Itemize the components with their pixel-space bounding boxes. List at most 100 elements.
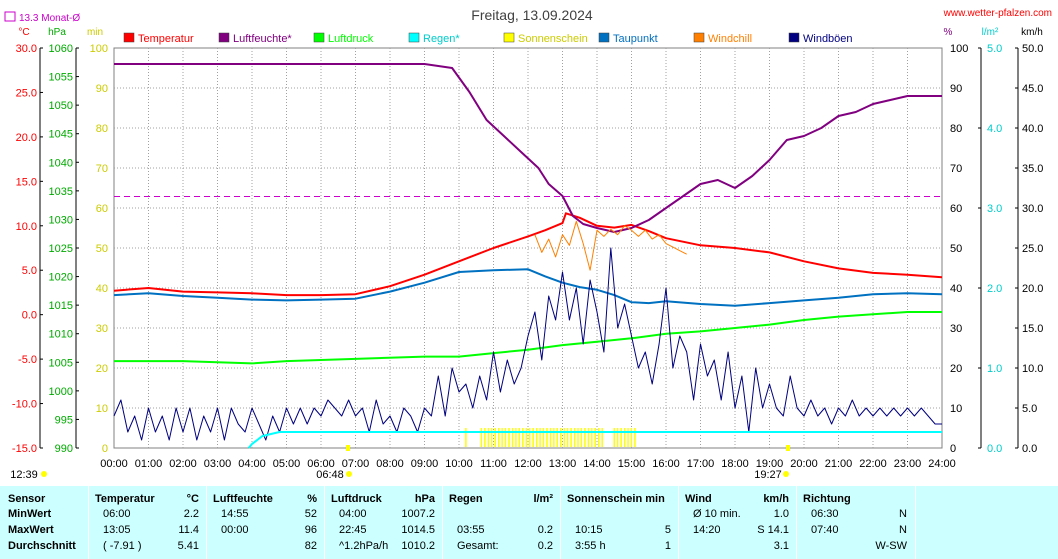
sun-axis-tick-label: 70 bbox=[96, 163, 108, 175]
stats-column-divider bbox=[796, 486, 797, 559]
stats-column-divider bbox=[324, 486, 325, 559]
series-line-luftfeuchte bbox=[114, 63, 942, 233]
sun-axis-tick-label: 50 bbox=[96, 243, 108, 255]
stats-unit: hPa bbox=[414, 493, 435, 505]
legend-swatch bbox=[123, 32, 135, 43]
series-line-regen bbox=[247, 431, 942, 449]
wind-axis-tick-label: 50.0 bbox=[1022, 43, 1043, 55]
humidity-axis-tick-label: 70 bbox=[950, 163, 962, 175]
humidity-axis-tick-label: 20 bbox=[950, 363, 962, 375]
humidity-axis-tick-label: 0 bbox=[950, 443, 956, 455]
stats-column-divider bbox=[678, 486, 679, 559]
source-link: www.wetter-pfalzen.com bbox=[943, 8, 1052, 19]
legend-label: Windböen bbox=[803, 33, 853, 45]
stats-time: Gesamt: bbox=[457, 540, 499, 552]
stats-value: 0.2 bbox=[537, 524, 553, 536]
stats-time: 14:20 bbox=[693, 524, 721, 536]
stats-time: 13:05 bbox=[103, 524, 131, 536]
pressure-axis-tick-label: 995 bbox=[55, 414, 73, 426]
temp-axis-tick-label: 0.0 bbox=[22, 310, 37, 322]
stats-value: 3.1 bbox=[773, 540, 789, 552]
legend-swatch bbox=[693, 32, 705, 43]
x-axis-tick-label: 04:00 bbox=[238, 458, 266, 470]
x-axis-tick-label: 06:00 bbox=[307, 458, 335, 470]
stats-column-divider bbox=[206, 486, 207, 559]
stats-column-divider bbox=[88, 486, 89, 559]
series-line-luftdruck bbox=[114, 311, 942, 365]
series-line-windben bbox=[113, 247, 942, 441]
sunset-marker bbox=[786, 445, 790, 451]
stats-value: 1007.2 bbox=[401, 508, 435, 520]
stats-header: Luftdruck bbox=[331, 493, 382, 505]
sun-axis-tick-label: 40 bbox=[96, 283, 108, 295]
stats-unit: % bbox=[307, 493, 317, 505]
x-axis-tick-label: 02:00 bbox=[169, 458, 197, 470]
stats-value: 11.4 bbox=[178, 524, 199, 536]
stats-header: Wind bbox=[685, 493, 712, 505]
stats-row-label: Durchschnitt bbox=[8, 540, 76, 552]
sunrise-dot bbox=[346, 471, 352, 477]
stats-value: 1014.5 bbox=[401, 524, 435, 536]
pressure-axis-tick-label: 1015 bbox=[49, 300, 73, 312]
month-average-label: 13.3 Monat-Ø bbox=[19, 13, 80, 24]
unit-right: % bbox=[944, 27, 953, 38]
x-axis-tick-label: 11:00 bbox=[480, 458, 507, 470]
stats-unit: °C bbox=[186, 493, 199, 505]
temp-axis-tick-label: 25.0 bbox=[16, 87, 37, 99]
sunrise-marker bbox=[346, 445, 350, 451]
stats-value: 96 bbox=[304, 524, 317, 536]
x-axis-tick-label: 05:00 bbox=[273, 458, 301, 470]
sun-axis-tick-label: 100 bbox=[90, 43, 108, 55]
sun-axis-tick-label: 90 bbox=[96, 83, 108, 95]
legend-label: Luftfeuchte* bbox=[233, 33, 292, 45]
unit-right: l/m² bbox=[982, 27, 999, 38]
stats-value: 1.0 bbox=[773, 508, 789, 520]
legend-label: Taupunkt bbox=[613, 33, 658, 45]
pressure-axis-tick-label: 1060 bbox=[49, 43, 73, 55]
x-axis-tick-label: 17:00 bbox=[687, 458, 715, 470]
legend-label: Luftdruck bbox=[328, 33, 374, 45]
x-axis-tick-label: 15:00 bbox=[618, 458, 646, 470]
pressure-axis-tick-label: 1040 bbox=[49, 157, 73, 169]
humidity-axis-tick-label: 40 bbox=[950, 283, 962, 295]
stats-value: N bbox=[899, 508, 907, 520]
humidity-axis-tick-label: 30 bbox=[950, 323, 962, 335]
stats-time: 07:40 bbox=[811, 524, 839, 536]
stats-unit: l/m² bbox=[533, 493, 553, 505]
stats-value: S 14.1 bbox=[757, 524, 789, 536]
pressure-axis-tick-label: 1010 bbox=[49, 329, 73, 341]
sun-axis-tick-label: 60 bbox=[96, 203, 108, 215]
stats-header: Regen bbox=[449, 493, 483, 505]
day-length-dot bbox=[41, 471, 47, 477]
wind-axis-tick-label: 25.0 bbox=[1022, 243, 1043, 255]
x-axis-tick-label: 24:00 bbox=[928, 458, 956, 470]
humidity-axis-tick-label: 10 bbox=[950, 403, 962, 415]
x-axis-tick-label: 12:00 bbox=[514, 458, 542, 470]
stats-time: 06:30 bbox=[811, 508, 839, 520]
x-axis-tick-label: 14:00 bbox=[583, 458, 611, 470]
stats-time: ^1.2hPa/h bbox=[339, 540, 389, 552]
stats-time: 04:00 bbox=[339, 508, 367, 520]
pressure-axis-tick-label: 1055 bbox=[49, 72, 73, 84]
x-axis-tick-label: 16:00 bbox=[652, 458, 680, 470]
rain-axis-tick-label: 5.0 bbox=[987, 43, 1002, 55]
stats-header: Temperatur bbox=[95, 493, 155, 505]
legend-label: Regen* bbox=[423, 33, 460, 45]
x-axis-tick-label: 18:00 bbox=[721, 458, 749, 470]
stats-time: Ø 10 min. bbox=[693, 508, 741, 520]
rain-axis-tick-label: 0.0 bbox=[987, 443, 1002, 455]
stats-value: 1010.2 bbox=[401, 540, 435, 552]
wind-axis-tick-label: 5.0 bbox=[1022, 403, 1037, 415]
stats-time: 03:55 bbox=[457, 524, 485, 536]
legend-label: Sonnenschein bbox=[518, 33, 588, 45]
stats-value: 82 bbox=[304, 540, 317, 552]
stats-value: 52 bbox=[304, 508, 317, 520]
pressure-axis-tick-label: 1000 bbox=[49, 386, 73, 398]
sun-axis-tick-label: 80 bbox=[96, 123, 108, 135]
stats-column-divider bbox=[560, 486, 561, 559]
sun-axis-tick-label: 30 bbox=[96, 323, 108, 335]
legend-swatch bbox=[503, 32, 515, 43]
humidity-axis-tick-label: 100 bbox=[950, 43, 968, 55]
stats-value: 1 bbox=[664, 540, 671, 552]
day-length-label: 12:39 bbox=[10, 469, 38, 481]
